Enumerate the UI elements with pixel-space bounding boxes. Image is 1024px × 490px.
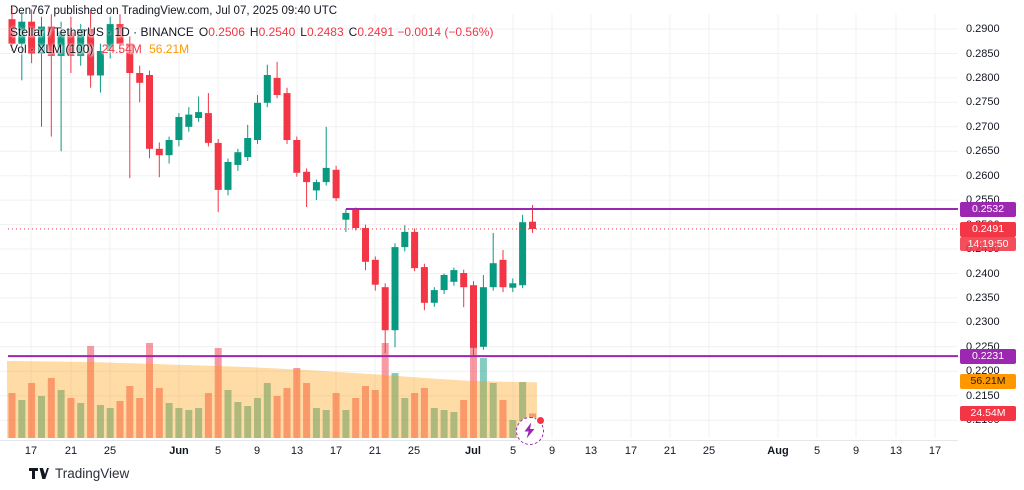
attribution-text: Den767 published on TradingView.com, Jul… (10, 5, 338, 17)
level-price-badge-0: 0.2532 (960, 201, 1016, 217)
lightning-icon (524, 422, 535, 439)
volume-row[interactable]: Vol · XLM (100) 24.54M 56.21M (10, 41, 493, 58)
attribution-bar: Den767 published on TradingView.com, Jul… (10, 5, 337, 17)
volume-current-badge: 24.54M (960, 405, 1016, 421)
time-tick-label: 13 (584, 445, 598, 457)
idea-flash-badge[interactable] (516, 416, 545, 445)
price-tick-label: 0.2750 (966, 96, 1000, 109)
price-tick-label: 0.2800 (966, 71, 1000, 84)
time-tick-label: 9 (852, 445, 860, 457)
time-tick-label: 17 (928, 445, 942, 457)
time-tick-label: 17 (624, 445, 638, 457)
price-tick-label: 0.2650 (966, 145, 1000, 158)
branding-footer[interactable]: TradingView (28, 466, 129, 481)
price-tick-label: 0.2350 (966, 291, 1000, 304)
price-tick-label: 0.2850 (966, 47, 1000, 60)
level-price-badge-1: 0.2231 (960, 348, 1016, 364)
time-tick-label: Jul (465, 445, 481, 457)
notification-dot (536, 416, 545, 425)
change-value: −0.0014 (−0.56%) (397, 25, 494, 39)
time-tick-label: 5 (813, 445, 821, 457)
ohlc-high-key: H (249, 25, 259, 39)
volume-series (8, 343, 536, 439)
time-tick-label: 13 (889, 445, 903, 457)
time-tick-label: 5 (509, 445, 517, 457)
time-tick-label: 17 (329, 445, 343, 457)
chart-legend: Stellar / TetherUS · 1D · BINANCE O0.2506… (10, 24, 493, 58)
ohlc-open-key: O (198, 25, 209, 39)
time-tick-label: 9 (253, 445, 261, 457)
grid (0, 14, 958, 438)
time-tick-label: 5 (214, 445, 222, 457)
bar-countdown-badge: 14:19:50 (960, 236, 1016, 251)
price-tick-label: 0.2400 (966, 267, 1000, 280)
volume-ma-value: 56.21M (149, 42, 190, 56)
time-tick-label: 25 (702, 445, 716, 457)
candlestick-series (8, 7, 536, 358)
time-tick-label: 25 (103, 445, 117, 457)
price-tick-label: 0.2150 (966, 389, 1000, 402)
ohlc-high-value: 0.2540 (258, 25, 296, 39)
price-tick-label: 0.2300 (966, 316, 1000, 329)
time-tick-label: 21 (663, 445, 677, 457)
time-tick-label: 21 (64, 445, 78, 457)
ohlc-low-value: 0.2483 (306, 25, 344, 39)
price-tick-label: 0.2900 (966, 23, 1000, 35)
volume-current-value: 24.54M (101, 42, 142, 56)
time-scale[interactable]: 17 21 25 Jun 5 9 13 17 21 25 Jul 5 9 13 17 21 25 Aug 5 9 13 1… (0, 440, 958, 463)
tradingview-logo-text: TradingView (55, 466, 130, 481)
ohlc-low-key: L (300, 25, 307, 39)
price-scale[interactable]: 0.2900 0.2850 0.2800 0.2750 0.2700 0.2650 0.26… (958, 0, 1024, 462)
symbol-title: Stellar / TetherUS · 1D · BINANCE (10, 25, 194, 39)
time-tick-label: 25 (407, 445, 421, 457)
volume-ma-area (7, 361, 537, 438)
time-tick-label: 21 (368, 445, 382, 457)
time-tick-label: Aug (767, 445, 789, 457)
volume-ma-badge: 56.21M (960, 374, 1016, 390)
price-tick-label: 0.2600 (966, 169, 1000, 182)
time-tick-label: 17 (24, 445, 38, 457)
price-tick-label: 0.2700 (966, 120, 1000, 133)
time-tick-label: 9 (548, 445, 556, 457)
tradingview-logo-icon (29, 468, 49, 479)
time-tick-label: Jun (169, 445, 189, 457)
ohlc-close-key: C (348, 25, 358, 39)
ohlc-close-value: 0.2491 (357, 25, 395, 39)
price-chart-canvas[interactable] (0, 0, 958, 462)
last-price-badge: 0.2491 (960, 221, 1016, 237)
symbol-row[interactable]: Stellar / TetherUS · 1D · BINANCE O0.2506… (10, 24, 493, 41)
volume-indicator-label: Vol · XLM (100) (10, 42, 94, 56)
time-tick-label: 13 (290, 445, 304, 457)
ohlc-open-value: 0.2506 (208, 25, 245, 39)
